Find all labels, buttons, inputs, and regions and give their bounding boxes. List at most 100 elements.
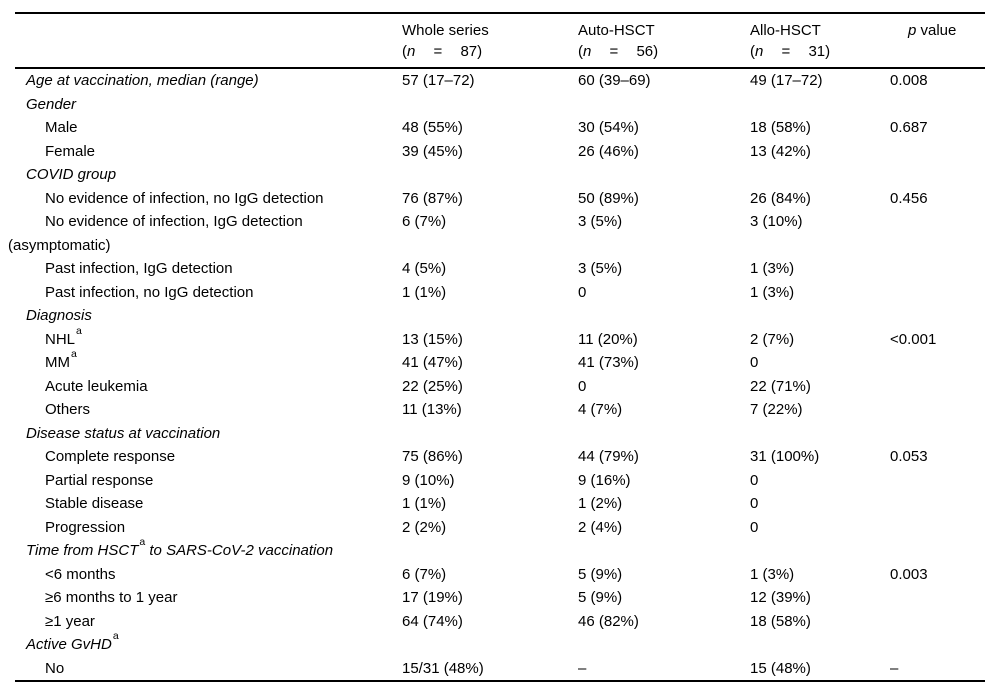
whole-series-value xyxy=(402,422,578,446)
allo-hsct-value: 22 (71%) xyxy=(750,377,811,395)
p-value xyxy=(890,492,985,516)
auto-hsct-value: 46 (82%) xyxy=(578,612,639,630)
whole-series-value: 76 (87%) xyxy=(402,189,463,207)
table-row: Past infection, IgG detection 4 (5%) 3 (… xyxy=(15,257,985,281)
auto-hsct-value: 3 (5%) xyxy=(578,213,623,230)
table-row: MMa 41 (47%) 41 (73%) 0 xyxy=(15,348,985,375)
auto-hsct-value: 0 xyxy=(578,377,587,395)
table-row: Gender xyxy=(15,93,985,117)
row-label: Female xyxy=(45,142,96,160)
table-row: Partial response 9 (10%) 9 (16%) 0 xyxy=(15,469,985,493)
table-header: Whole series (n = 87) Auto-HSCT (n = 56)… xyxy=(15,13,985,69)
row-label: ≥1 year xyxy=(45,612,95,630)
allo-hsct-value: 1 (3%) xyxy=(750,565,795,583)
p-value xyxy=(890,234,985,258)
table-row: Age at vaccination, median (range) 57 (1… xyxy=(15,68,985,93)
allo-hsct-value: 0 xyxy=(750,354,759,371)
patient-characteristics-table: Whole series (n = 87) Auto-HSCT (n = 56)… xyxy=(8,12,985,682)
allo-hsct-value xyxy=(750,422,890,446)
table-row: (asymptomatic) xyxy=(8,234,985,258)
auto-hsct-value xyxy=(578,539,750,563)
table-row: Time from HSCTa to SARS-CoV-2 vaccinatio… xyxy=(15,537,985,563)
row-label: ≥6 months to 1 year xyxy=(45,589,178,606)
allo-hsct-value xyxy=(750,304,890,328)
column-n-count: (n = 56) xyxy=(578,43,659,60)
p-value xyxy=(890,257,985,281)
auto-hsct-value: 5 (9%) xyxy=(578,565,623,583)
column-header-p-value: p value xyxy=(890,13,985,69)
table-row: Stable disease 1 (1%) 1 (2%) 0 xyxy=(15,492,985,516)
allo-hsct-value: 0 xyxy=(750,471,759,489)
table-row: Disease status at vaccination xyxy=(15,422,985,446)
p-value xyxy=(890,633,985,657)
table-row: <6 months 6 (7%) 5 (9%) 1 (3%) 0.003 xyxy=(15,563,985,587)
allo-hsct-value: 1 (3%) xyxy=(750,260,795,277)
header-row: Whole series (n = 87) Auto-HSCT (n = 56)… xyxy=(15,13,985,69)
auto-hsct-value: 2 (4%) xyxy=(578,518,623,536)
p-value xyxy=(890,516,985,540)
whole-series-value xyxy=(402,304,578,328)
patient-characteristics-table-wrap: Whole series (n = 87) Auto-HSCT (n = 56)… xyxy=(8,12,985,682)
row-label: Male xyxy=(45,119,78,136)
table-row: ≥1 year 64 (74%) 46 (82%) 18 (58%) xyxy=(15,610,985,634)
auto-hsct-value: – xyxy=(578,659,587,677)
auto-hsct-value: 5 (9%) xyxy=(578,589,623,606)
allo-hsct-value: 1 (3%) xyxy=(750,283,795,301)
whole-series-value: 48 (55%) xyxy=(402,119,463,136)
whole-series-value: 17 (19%) xyxy=(402,589,463,606)
p-value xyxy=(890,281,985,305)
table-row: Male 48 (55%) 30 (54%) 18 (58%) 0.687 xyxy=(15,116,985,140)
whole-series-value xyxy=(402,93,578,117)
allo-hsct-value: 31 (100%) xyxy=(750,448,820,465)
column-n-count: (n = 31) xyxy=(750,43,831,60)
auto-hsct-value: 30 (54%) xyxy=(578,119,639,136)
auto-hsct-value: 1 (2%) xyxy=(578,495,623,512)
auto-hsct-value: 9 (16%) xyxy=(578,471,631,489)
table-row: No evidence of infection, no IgG detecti… xyxy=(15,187,985,211)
table-row: Past infection, no IgG detection 1 (1%) … xyxy=(15,281,985,305)
allo-hsct-value: 26 (84%) xyxy=(750,189,811,207)
row-label: Past infection, no IgG detection xyxy=(45,283,254,301)
p-value: – xyxy=(890,659,899,677)
table-row: Diagnosis xyxy=(15,304,985,328)
row-label: Age at vaccination, median (range) xyxy=(26,72,259,89)
auto-hsct-value: 0 xyxy=(578,283,587,301)
p-value xyxy=(890,210,985,234)
p-value: 0.456 xyxy=(890,189,928,207)
row-label: NHLa xyxy=(45,324,82,348)
auto-hsct-value xyxy=(578,163,750,187)
whole-series-value: 1 (1%) xyxy=(402,495,447,512)
whole-series-value xyxy=(402,633,578,657)
auto-hsct-value xyxy=(578,234,750,258)
p-value: 0.053 xyxy=(890,448,928,465)
p-value: 0.008 xyxy=(890,72,928,89)
row-label: COVID group xyxy=(26,166,117,183)
whole-series-value: 57 (17–72) xyxy=(402,72,475,89)
column-n-count: (n = 87) xyxy=(402,43,483,60)
whole-series-value: 41 (47%) xyxy=(402,354,463,371)
table-row: ≥6 months to 1 year 17 (19%) 5 (9%) 12 (… xyxy=(15,586,985,610)
row-label: MMa xyxy=(45,348,77,371)
auto-hsct-value: 3 (5%) xyxy=(578,260,623,277)
p-value xyxy=(890,163,985,187)
column-title: Auto-HSCT xyxy=(578,22,655,39)
p-value xyxy=(890,469,985,493)
table-row: No evidence of infection, IgG detection … xyxy=(15,210,985,234)
whole-series-value: 75 (86%) xyxy=(402,448,463,465)
table-row: Female 39 (45%) 26 (46%) 13 (42%) xyxy=(15,140,985,164)
p-value xyxy=(890,351,985,375)
allo-hsct-value: 0 xyxy=(750,518,759,536)
auto-hsct-value: 26 (46%) xyxy=(578,142,639,160)
auto-hsct-value: 60 (39–69) xyxy=(578,72,651,89)
table-row: NHLa 13 (15%) 11 (20%) 2 (7%) <0.001 xyxy=(15,324,985,352)
whole-series-value: 11 (13%) xyxy=(402,401,462,418)
p-value xyxy=(890,93,985,117)
auto-hsct-value: 41 (73%) xyxy=(578,354,639,371)
whole-series-value: 4 (5%) xyxy=(402,260,447,277)
row-label: No evidence of infection, no IgG detecti… xyxy=(45,189,324,207)
p-value: 0.003 xyxy=(890,565,928,583)
p-value: <0.001 xyxy=(890,330,937,348)
p-value xyxy=(890,375,985,399)
whole-series-value: 39 (45%) xyxy=(402,142,463,160)
